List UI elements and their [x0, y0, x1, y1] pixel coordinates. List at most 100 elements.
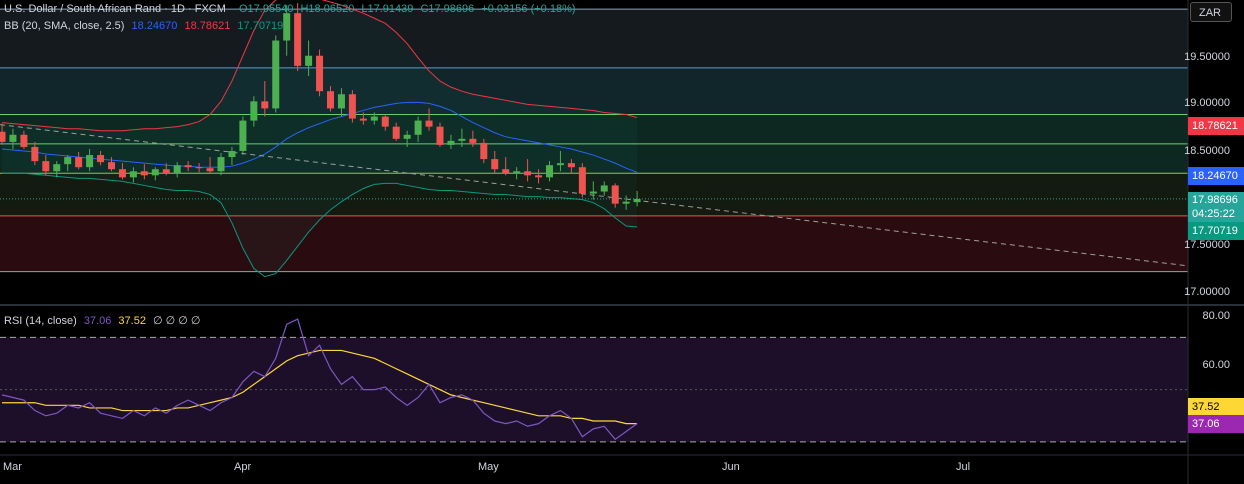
candle-body [469, 138, 477, 143]
candle-body [86, 155, 94, 168]
low-value: L17.91439 [361, 3, 414, 15]
candle-body [283, 13, 291, 41]
trendline [0, 124, 1186, 266]
currency-button[interactable]: ZAR [1190, 2, 1232, 22]
x-axis-label: Jul [956, 461, 971, 473]
zone-band [0, 67, 1188, 115]
candle-body [589, 191, 597, 194]
candle-body [556, 163, 564, 166]
x-axis-label: Mar [3, 461, 22, 473]
candle-body [370, 116, 378, 121]
change-value: +0.03156 (+0.18%) [481, 3, 576, 15]
candle-body [20, 134, 28, 147]
candle-body [513, 171, 521, 174]
bb-label[interactable]: BB (20, SMA, close, 2.5) [4, 20, 125, 32]
candle-body [535, 175, 543, 178]
bb-upper-value: 18.78621 [184, 20, 231, 32]
candle-body [217, 157, 225, 172]
last-price-value: 17.98696 [1192, 194, 1238, 206]
bb-basis-tag: 18.24670 [1188, 167, 1244, 185]
candle-body [184, 165, 192, 168]
last-price-tag: 17.98696 04:25:22 [1188, 192, 1244, 222]
candle-body [261, 101, 269, 109]
x-axis-label: Apr [234, 461, 252, 473]
candle-body [42, 161, 50, 172]
candle-body [75, 157, 83, 168]
candle-body [31, 146, 39, 162]
candle-body [381, 116, 389, 127]
rsi-legend: RSI (14, close) 37.06 37.52 ∅ ∅ ∅ ∅ [4, 314, 205, 328]
candle-body [337, 94, 345, 109]
bb-lower-line [2, 172, 638, 278]
candle-body [108, 162, 115, 170]
candle-body [578, 167, 586, 194]
candle-body [294, 13, 302, 66]
rsi-line [1, 318, 638, 441]
candle-body [53, 164, 61, 172]
candle-body [272, 40, 280, 109]
rsi-axis-label: 60.00 [1202, 359, 1230, 371]
x-axis-label: Jun [722, 461, 740, 473]
candle-body [228, 150, 236, 158]
candle-body [600, 185, 608, 192]
price-axis-label: 17.50000 [1184, 239, 1230, 251]
rsi-label[interactable]: RSI (14, close) [4, 315, 77, 327]
zone-band [0, 9, 1188, 68]
rsi-ma-line [2, 349, 638, 425]
bb-basis-value: 18.24670 [131, 20, 178, 32]
candle-body [359, 118, 367, 121]
candle-body [567, 163, 575, 168]
symbol-title[interactable]: U.S. Dollar / South African Rand · 1D · … [4, 3, 226, 15]
rsi-ma-value: 37.52 [118, 315, 146, 327]
zone-band [0, 173, 1188, 216]
candle-body [447, 140, 455, 145]
candle-body [250, 101, 258, 121]
price-axis-label: 17.00000 [1184, 286, 1230, 298]
bb-fill [2, 0, 638, 277]
candle-body [348, 94, 356, 119]
candle-body [480, 142, 488, 160]
candle-body [502, 169, 510, 174]
candle-body [436, 126, 444, 145]
candle-body [622, 201, 630, 204]
candle-body [64, 157, 72, 165]
candle-body [151, 169, 159, 176]
candle-body [173, 165, 181, 174]
open-value: O17.95540 [238, 3, 294, 15]
candle-body [425, 120, 433, 127]
candle-body [140, 171, 148, 176]
candle-body [97, 155, 105, 163]
candle-body [611, 185, 619, 204]
bb-lower-tag: 17.70719 [1188, 222, 1244, 240]
candle-body [206, 168, 214, 172]
bb-upper-line [1, 0, 638, 132]
bb-basis-line [1, 101, 638, 173]
bb-legend: BB (20, SMA, close, 2.5) 18.24670 18.786… [4, 19, 287, 33]
symbol-legend: U.S. Dollar / South African Rand · 1D · … [4, 2, 580, 16]
candle-body [118, 169, 126, 178]
rsi-axis-label: 80.00 [1202, 310, 1230, 322]
rsi-ma-tag: 37.52 [1188, 398, 1244, 416]
candle-body [546, 165, 553, 178]
candle-body [239, 120, 247, 151]
price-axis-label: 19.00000 [1184, 97, 1230, 109]
candle-body [305, 55, 313, 66]
candle-body [195, 167, 203, 169]
candle-body [491, 159, 499, 170]
candle-body [524, 171, 532, 176]
bar-countdown: 04:25:22 [1192, 208, 1235, 220]
candle-body [633, 198, 641, 203]
zone-band [0, 215, 1188, 272]
rsi-value: 37.06 [83, 315, 112, 327]
pane-divider [0, 304, 1244, 306]
candle-body [392, 126, 400, 139]
candle-body [414, 120, 422, 135]
price-axis-label: 19.50000 [1184, 51, 1230, 63]
high-value: H18.06520 [300, 3, 355, 15]
candle-body [9, 134, 17, 142]
x-axis-label: May [478, 461, 499, 473]
candle-body [162, 169, 170, 174]
rsi-tag: 37.06 [1188, 415, 1244, 433]
rsi-extras: ∅ ∅ ∅ ∅ [153, 315, 201, 327]
